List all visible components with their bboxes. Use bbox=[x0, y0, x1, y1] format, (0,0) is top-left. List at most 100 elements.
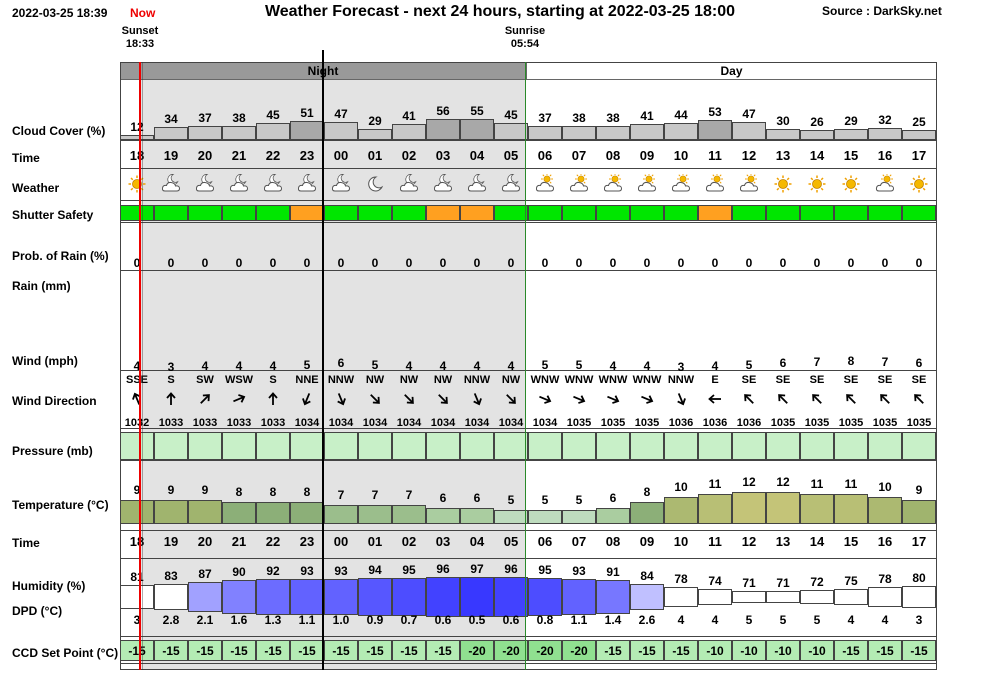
row-label-wind-dir: Wind Direction bbox=[12, 394, 97, 408]
prob-rain-value: 0 bbox=[813, 256, 821, 270]
cloud-cover-value: 29 bbox=[844, 114, 858, 128]
pressure-value: 1036 bbox=[668, 417, 694, 429]
hour-label-bottom: 17 bbox=[911, 534, 927, 549]
pressure-value: 1036 bbox=[736, 417, 762, 429]
hour-label: 03 bbox=[435, 148, 451, 163]
shutter-safety-cell bbox=[562, 205, 596, 221]
pressure-cell bbox=[528, 432, 562, 460]
cloud-cover-bar bbox=[766, 129, 800, 140]
temperature-bar bbox=[358, 505, 392, 524]
row-divider bbox=[120, 270, 937, 271]
cloud-cover-bar bbox=[664, 123, 698, 140]
pressure-value: 1034 bbox=[362, 417, 388, 429]
ccd-setpoint-cell bbox=[698, 640, 732, 661]
cloud-cover-bar bbox=[460, 119, 494, 140]
wind-arrow-icon bbox=[358, 392, 392, 406]
temperature-value: 8 bbox=[643, 485, 651, 499]
temperature-bar bbox=[562, 510, 596, 524]
prob-rain-value: 0 bbox=[915, 256, 923, 270]
dpd-value: 5 bbox=[745, 613, 753, 627]
ccd-setpoint-value: -10 bbox=[740, 644, 758, 658]
pressure-value: 1034 bbox=[430, 417, 456, 429]
temperature-value: 10 bbox=[674, 480, 688, 494]
moon-cloud-icon bbox=[324, 174, 358, 196]
hour-label-bottom: 14 bbox=[809, 534, 825, 549]
temperature-value: 7 bbox=[405, 488, 413, 502]
hour-label-bottom: 05 bbox=[503, 534, 519, 549]
wind-direction-label: NW bbox=[433, 374, 453, 386]
humidity-bar bbox=[222, 580, 256, 614]
sun-icon bbox=[120, 174, 154, 196]
wind-speed-value: 8 bbox=[847, 353, 855, 368]
hour-label: 05 bbox=[503, 148, 519, 163]
humidity-value: 83 bbox=[164, 569, 178, 583]
wind-arrow-icon bbox=[562, 392, 596, 406]
prob-rain-value: 0 bbox=[507, 256, 515, 270]
pressure-cell bbox=[902, 432, 936, 460]
sun-icon bbox=[800, 174, 834, 196]
wind-speed-value: 5 bbox=[371, 357, 379, 372]
wind-direction-label: E bbox=[711, 374, 719, 386]
hour-label-bottom: 10 bbox=[673, 534, 689, 549]
cloud-cover-value: 26 bbox=[810, 115, 824, 129]
row-label-time-2: Time bbox=[12, 536, 40, 550]
moon-cloud-icon bbox=[256, 174, 290, 196]
sun-cloud-icon bbox=[664, 174, 698, 196]
cloud-cover-bar bbox=[392, 124, 426, 140]
dpd-value: 3 bbox=[133, 613, 141, 627]
temperature-value: 8 bbox=[269, 485, 277, 499]
hour-label: 09 bbox=[639, 148, 655, 163]
hour-label: 18 bbox=[129, 148, 145, 163]
humidity-value: 80 bbox=[912, 571, 926, 585]
wind-direction-label: SSE bbox=[125, 374, 148, 386]
ccd-setpoint-cell bbox=[800, 640, 834, 661]
temperature-bar bbox=[494, 510, 528, 524]
sunrise-marker: Sunrise 05:54 bbox=[495, 25, 555, 51]
ccd-setpoint-cell bbox=[222, 640, 256, 661]
dpd-value: 0.7 bbox=[400, 613, 418, 627]
pressure-value: 1035 bbox=[634, 417, 660, 429]
humidity-value: 95 bbox=[402, 563, 416, 577]
temperature-bar bbox=[596, 508, 630, 524]
humidity-bar bbox=[562, 579, 596, 615]
humidity-value: 71 bbox=[742, 576, 756, 590]
sunset-time: 18:33 bbox=[125, 38, 155, 50]
shutter-safety-cell bbox=[358, 205, 392, 221]
row-label-time: Time bbox=[12, 151, 40, 165]
ccd-setpoint-value: -15 bbox=[876, 644, 894, 658]
hour-label-bottom: 00 bbox=[333, 534, 349, 549]
ccd-setpoint-cell bbox=[664, 640, 698, 661]
moon-icon bbox=[358, 174, 392, 196]
pressure-cell bbox=[460, 432, 494, 460]
prob-rain-value: 0 bbox=[303, 256, 311, 270]
humidity-bar bbox=[800, 590, 834, 604]
row-label-prob-rain: Prob. of Rain (%) bbox=[12, 249, 109, 263]
row-label-ccd: CCD Set Point (°C) bbox=[12, 646, 119, 660]
cloud-cover-bar bbox=[358, 129, 392, 140]
humidity-value: 93 bbox=[300, 564, 314, 578]
sun-icon bbox=[834, 174, 868, 196]
cloud-cover-bar bbox=[290, 121, 324, 140]
temperature-bar bbox=[154, 500, 188, 524]
row-label-weather: Weather bbox=[12, 181, 60, 195]
wind-arrow-icon bbox=[766, 392, 800, 406]
hour-label: 20 bbox=[197, 148, 213, 163]
humidity-bar bbox=[256, 579, 290, 615]
shutter-safety-cell bbox=[426, 205, 460, 221]
pressure-value: 1034 bbox=[396, 417, 422, 429]
wind-speed-value: 4 bbox=[201, 358, 209, 373]
temperature-value: 5 bbox=[541, 493, 549, 507]
dpd-value: 0.6 bbox=[502, 613, 520, 627]
hour-label: 23 bbox=[299, 148, 315, 163]
shutter-safety-cell bbox=[902, 205, 936, 221]
hour-label-bottom: 15 bbox=[843, 534, 859, 549]
pressure-value: 1034 bbox=[532, 417, 558, 429]
wind-direction-label: SW bbox=[196, 374, 214, 386]
pressure-cell bbox=[222, 432, 256, 460]
sunset-label: Sunset bbox=[121, 25, 159, 37]
cloud-cover-bar bbox=[596, 126, 630, 140]
wind-direction-label: SE bbox=[911, 374, 927, 386]
sun-cloud-icon bbox=[698, 174, 732, 196]
wind-direction-label: NNW bbox=[327, 374, 355, 386]
prob-rain-value: 0 bbox=[677, 256, 685, 270]
